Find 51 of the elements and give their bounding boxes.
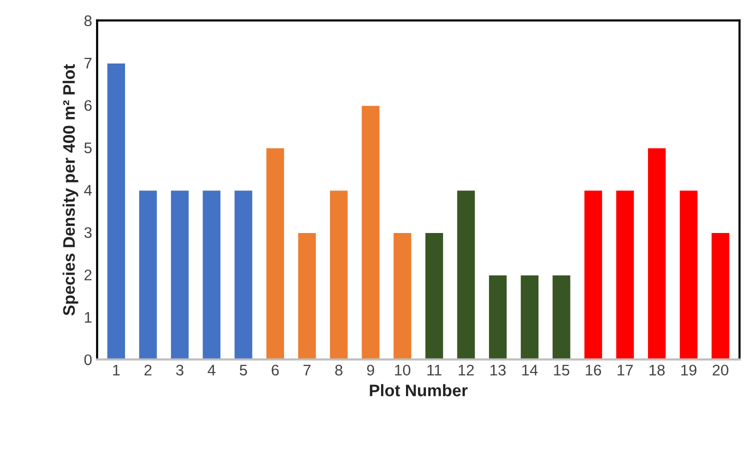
bar — [678, 189, 699, 360]
bar — [710, 232, 731, 360]
y-axis-title: Species Density per 400 m² Plot — [62, 64, 78, 316]
x-tick-label: 12 — [458, 364, 474, 376]
x-tick-label: 20 — [712, 364, 728, 376]
bar — [614, 189, 636, 360]
x-tick-label: 6 — [272, 364, 279, 376]
x-tick-label: 16 — [586, 364, 602, 376]
x-tick-label: 17 — [618, 364, 633, 376]
bar — [456, 189, 476, 360]
x-tick-label: 18 — [650, 364, 665, 376]
y-tick-label: 2 — [84, 270, 92, 280]
x-tick-label: 9 — [367, 364, 374, 376]
x-tick-label: 2 — [144, 364, 152, 376]
y-tick-label: 5 — [84, 142, 92, 154]
x-tick-label: 1 — [113, 364, 120, 376]
bar — [519, 274, 540, 360]
x-tick-label: 15 — [554, 364, 570, 376]
y-tick-label: 8 — [84, 15, 92, 26]
x-tick-label: 4 — [208, 364, 216, 376]
bar — [328, 189, 350, 360]
bar — [646, 146, 668, 360]
x-axis-title: Plot Number — [370, 384, 468, 396]
y-tick-label: 4 — [84, 184, 92, 196]
bar — [392, 232, 413, 360]
x-tick-label: 14 — [522, 364, 538, 376]
x-tick-label: 10 — [395, 364, 410, 376]
y-tick-label: 1 — [84, 312, 92, 323]
bar — [424, 232, 444, 360]
y-tick-label: 3 — [84, 227, 92, 238]
bar — [106, 62, 126, 360]
bar — [264, 146, 286, 360]
bar — [233, 189, 254, 360]
x-tick-label: 19 — [681, 364, 696, 376]
bar — [138, 189, 158, 360]
bar — [551, 274, 572, 360]
y-tick-label: 6 — [84, 100, 92, 111]
bar — [170, 189, 190, 360]
bar — [360, 104, 381, 360]
bar — [488, 274, 508, 360]
x-tick-label: 3 — [176, 364, 184, 376]
x-tick-label: 13 — [490, 364, 506, 376]
bar — [201, 189, 222, 360]
x-tick-label: 11 — [427, 364, 442, 376]
x-tick-label: 7 — [304, 364, 310, 376]
bar — [296, 232, 318, 360]
y-tick-label: 0 — [84, 354, 92, 366]
bar — [583, 189, 604, 360]
x-tick-label: 5 — [240, 364, 248, 376]
x-tick-label: 8 — [335, 364, 342, 376]
y-tick-label: 7 — [84, 58, 92, 68]
